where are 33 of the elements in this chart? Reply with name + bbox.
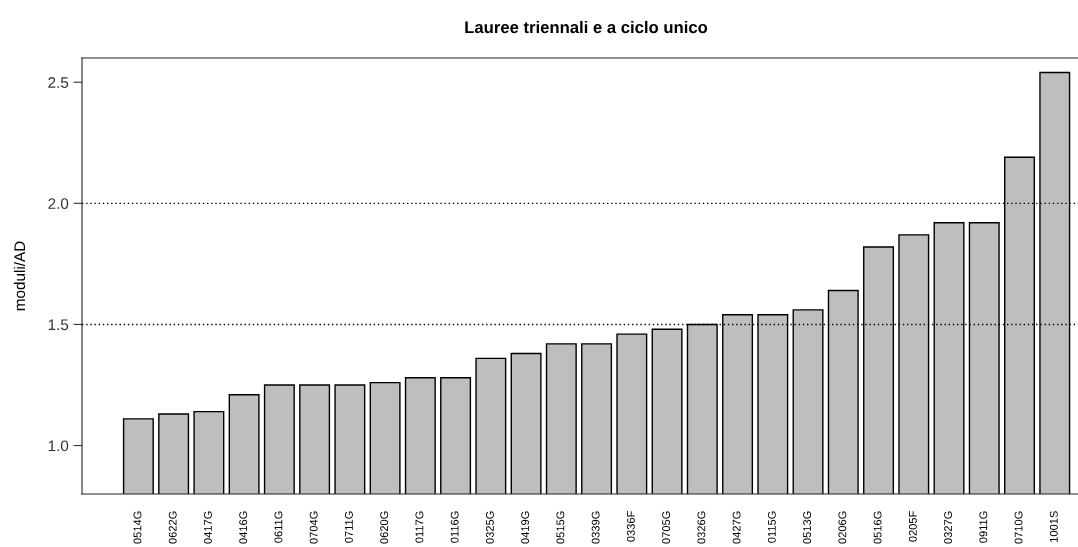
y-tick-label: 1.0 [48,440,69,452]
x-tick-label: 0327G [944,511,952,544]
x-tick-label: 0710G [1014,511,1023,544]
y-axis-title: moduli/AD [13,241,26,311]
x-tick-label: 0620G [380,511,389,544]
x-tick-label: 0516G [873,511,882,544]
x-tick-label: 0911G [979,511,988,543]
x-tick-label: 0325G [485,511,494,544]
x-tick-label: 0205F [908,511,917,542]
x-tick-label: 0417G [204,511,212,544]
x-tick-label: 0416G [239,511,248,544]
x-tick-label: 0115G [767,511,776,543]
x-tick-label: 0515G [556,511,565,544]
x-tick-label: 0117G [415,511,424,543]
x-tick-label: 0419G [521,511,530,544]
chart-title: Lauree triennali e a ciclo unico [465,20,708,34]
x-tick-label: 0427G [732,511,741,544]
x-tick-label: 0622G [168,511,177,544]
x-tick-label: 0704G [309,511,318,544]
y-tick-label: 2.5 [48,77,69,88]
x-tick-label: 1001S [1049,511,1058,542]
x-tick-label: 0705G [662,511,671,544]
x-tick-label: 0206G [838,511,847,544]
x-tick-label: 0513G [803,511,812,544]
x-tick-label: 0336F [626,511,635,542]
x-tick-label: 0514G [133,511,142,544]
x-tick-label: 0116G [450,511,459,543]
y-tick-label: 2.0 [48,198,69,210]
x-tick-label: 0711G [344,511,353,543]
y-tick-label: 1.5 [48,319,69,331]
x-tick-label: 0326G [697,511,706,544]
x-tick-label: 0339G [591,511,600,544]
x-tick-label: 0611G [274,511,283,543]
